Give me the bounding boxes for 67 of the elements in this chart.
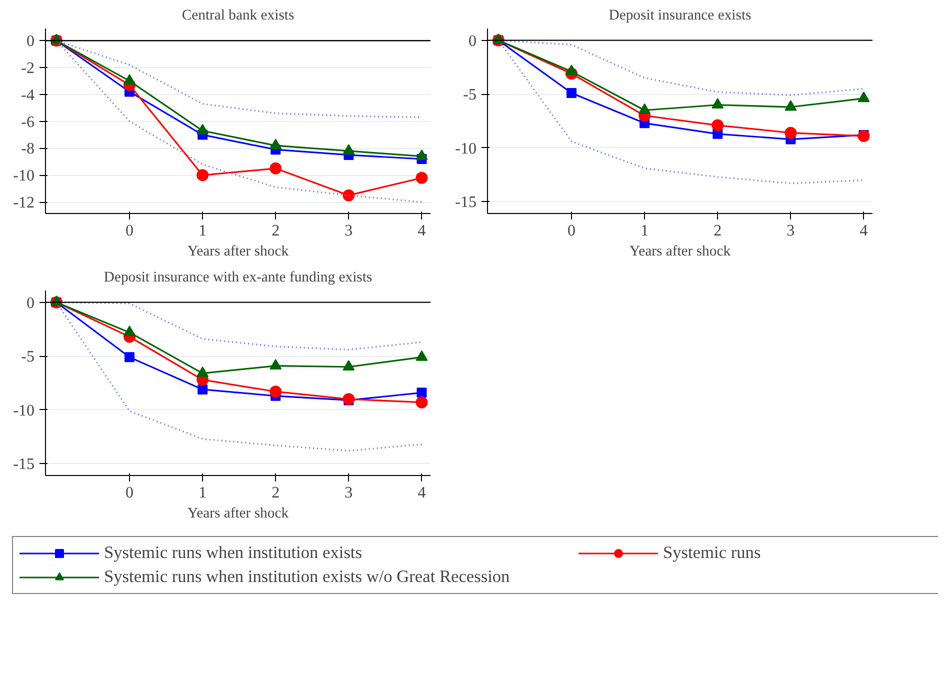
point [712,119,724,132]
point [196,169,209,182]
point [416,350,428,361]
y-tick-label: -4 [21,86,34,104]
point [124,74,136,85]
point [416,149,428,160]
legend-label: Systemic runs when institution exists [104,543,363,563]
point [342,189,355,202]
x-tick-label: 1 [198,484,207,502]
point [712,98,724,109]
y-tick-label: 0 [26,33,34,50]
chart-title: Deposit insurance exists [608,8,752,24]
point [270,386,282,398]
x-axis-title: Years after shock [629,244,732,260]
x-tick-label: 3 [786,222,795,240]
y-tick-label: -15 [455,194,476,212]
point [784,126,797,139]
x-tick-label: 3 [344,484,353,502]
point [858,130,870,142]
point [270,138,282,150]
y-tick-label: -5 [21,348,34,366]
point [858,92,870,102]
x-tick-label: 1 [198,222,207,240]
point [124,326,136,336]
point [784,100,797,111]
x-tick-label: 0 [126,222,134,240]
y-tick-label: -10 [13,402,34,420]
point [638,103,651,114]
x-tick-label: 4 [860,222,868,240]
point [342,360,355,371]
point [342,144,355,155]
point [196,124,209,134]
y-tick-label: -6 [21,114,34,131]
y-tick-label: -15 [13,456,34,474]
y-tick-label: -10 [13,168,34,185]
chart-title: Deposit insurance with ex-ante funding exists [104,270,372,286]
y-tick-label: 0 [26,294,34,312]
point [416,396,428,408]
y-tick-label: -10 [455,140,476,158]
x-tick-label: 4 [418,222,426,240]
y-tick-label: -2 [21,60,34,78]
x-axis-title: Years after shock [187,506,290,522]
point [124,352,135,362]
point [198,384,208,394]
point [416,388,427,398]
x-tick-label: 4 [418,484,426,502]
x-tick-label: 3 [344,222,353,240]
point [566,64,578,76]
legend-label: Systemic runs when institution exists w/o Great Recession [104,567,511,587]
y-tick-label: -12 [13,194,34,212]
x-tick-label: 1 [640,222,649,240]
point [196,366,209,377]
point [566,88,577,98]
x-tick-label: 0 [568,222,576,240]
y-tick-label: 0 [468,32,476,50]
x-tick-label: 2 [714,222,722,240]
y-tick-label: -8 [21,140,34,158]
x-tick-label: 0 [126,484,134,502]
x-axis-title: Years after shock [187,244,290,260]
point [270,358,282,370]
x-tick-label: 2 [272,484,280,502]
point [270,162,282,174]
legend-label: Systemic runs [663,543,762,563]
x-tick-label: 2 [272,222,280,240]
y-tick-label: -5 [463,86,476,104]
point [416,172,428,184]
chart-title: Central bank exists [182,8,294,24]
